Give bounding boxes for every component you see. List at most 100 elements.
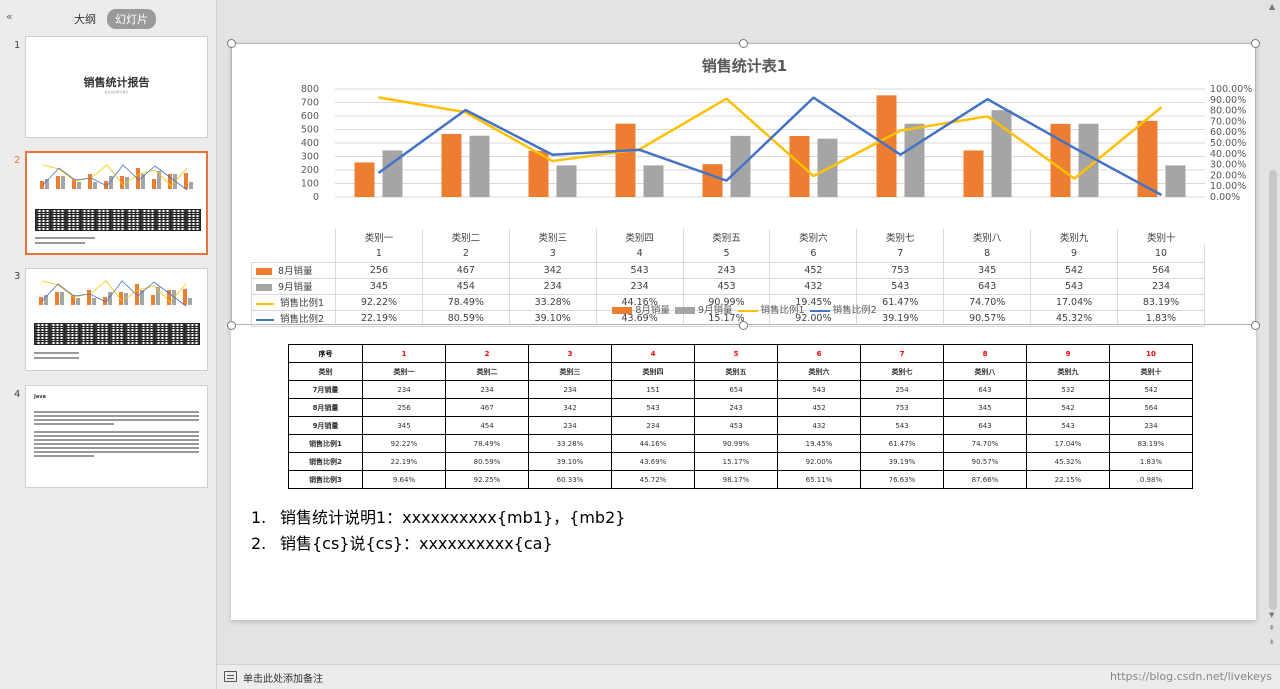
table-cell[interactable]: 78.49% xyxy=(445,434,529,453)
notes-bar[interactable]: 单击此处添加备注 https://blog.csdn.net/livekeys xyxy=(217,664,1280,689)
table-cell[interactable]: 74.70% xyxy=(943,434,1027,453)
table-cell[interactable]: 467 xyxy=(445,398,529,417)
table-cell[interactable]: 543 xyxy=(1026,416,1110,435)
table-cell[interactable]: 643 xyxy=(943,416,1027,435)
table-cell[interactable]: 532 xyxy=(1026,380,1110,399)
table-cell[interactable]: 432 xyxy=(777,416,861,435)
table-cell[interactable]: 452 xyxy=(777,398,861,417)
table-cell[interactable]: 7 xyxy=(860,344,944,363)
table-cell[interactable]: 0.98% xyxy=(1109,470,1193,489)
table-cell[interactable]: 234 xyxy=(528,416,612,435)
prev-slide-icon[interactable]: ⇞ xyxy=(1269,624,1275,632)
table-cell[interactable]: 234 xyxy=(611,416,695,435)
table-cell[interactable]: 类别五 xyxy=(694,362,778,381)
slide-thumbnail-3[interactable] xyxy=(25,268,208,371)
table-cell[interactable]: 345 xyxy=(943,398,1027,417)
table-cell[interactable]: 类别六 xyxy=(777,362,861,381)
table-cell[interactable]: 254 xyxy=(860,380,944,399)
table-cell[interactable]: 类别十 xyxy=(1109,362,1193,381)
row-header-cell[interactable]: 8月销量 xyxy=(288,398,363,417)
tab-slides[interactable]: 幻灯片 xyxy=(107,9,156,29)
table-cell[interactable]: 234 xyxy=(445,380,529,399)
table-cell[interactable]: 453 xyxy=(694,416,778,435)
table-cell[interactable]: 234 xyxy=(528,380,612,399)
vertical-scrollbar[interactable]: ▲ ▼ ⇞ ⇟ xyxy=(1266,0,1280,664)
row-header-cell[interactable]: 9月销量 xyxy=(288,416,363,435)
row-header-cell[interactable]: 销售比例1 xyxy=(288,434,363,453)
slide-canvas[interactable]: 0 100 200 300 400 500 600 700 800 0.00% 10.00% 20.0… xyxy=(227,39,1260,620)
table-cell[interactable]: 90.57% xyxy=(943,452,1027,471)
table-cell[interactable]: 4 xyxy=(611,344,695,363)
sales-data-table[interactable]: 序号 1 2 3 4 5 6 7 8 9 10 类别 类别一 类别二 类别三 类别四 类别五 类别六 类别七 类别八类… xyxy=(288,344,1193,489)
row-header-cell[interactable]: 序号 xyxy=(288,344,363,363)
table-cell[interactable]: 类别一 xyxy=(362,362,446,381)
resize-handle[interactable] xyxy=(1251,39,1260,48)
table-cell[interactable]: 92.00% xyxy=(777,452,861,471)
table-cell[interactable]: 564 xyxy=(1109,398,1193,417)
scroll-up-icon[interactable]: ▲ xyxy=(1269,2,1276,11)
scrollbar-thumb[interactable] xyxy=(1269,170,1277,610)
table-cell[interactable]: 643 xyxy=(943,380,1027,399)
table-cell[interactable]: 2 xyxy=(445,344,529,363)
table-cell[interactable]: 80.59% xyxy=(445,452,529,471)
table-cell[interactable]: 39.19% xyxy=(860,452,944,471)
notes-placeholder[interactable]: 单击此处添加备注 xyxy=(243,674,323,685)
table-cell[interactable]: 98.17% xyxy=(694,470,778,489)
table-cell[interactable]: 454 xyxy=(445,416,529,435)
row-header-cell[interactable]: 类别 xyxy=(288,362,363,381)
table-cell[interactable]: 10 xyxy=(1109,344,1193,363)
table-cell[interactable]: 151 xyxy=(611,380,695,399)
table-cell[interactable]: 类别七 xyxy=(860,362,944,381)
table-cell[interactable]: 类别四 xyxy=(611,362,695,381)
table-cell[interactable]: 542 xyxy=(1109,380,1193,399)
table-cell[interactable]: 类别三 xyxy=(528,362,612,381)
table-cell[interactable]: 753 xyxy=(860,398,944,417)
slide-thumbnail-4[interactable]: Java xyxy=(25,385,208,488)
slide-thumbnail-1[interactable]: 销售统计报告 某企业的统计报表 xyxy=(25,36,208,138)
table-cell[interactable]: 15.17% xyxy=(694,452,778,471)
table-cell[interactable]: 542 xyxy=(1026,398,1110,417)
tab-outline[interactable]: 大纲 xyxy=(74,13,96,26)
table-cell[interactable]: 类别二 xyxy=(445,362,529,381)
table-cell[interactable]: 9.64% xyxy=(362,470,446,489)
table-cell[interactable]: 19.45% xyxy=(777,434,861,453)
table-cell[interactable]: 8 xyxy=(943,344,1027,363)
table-cell[interactable]: 345 xyxy=(362,416,446,435)
table-cell[interactable]: 243 xyxy=(694,398,778,417)
table-cell[interactable]: 3 xyxy=(528,344,612,363)
table-cell[interactable]: 61.47% xyxy=(860,434,944,453)
table-cell[interactable]: 543 xyxy=(860,416,944,435)
scroll-down-icon[interactable]: ▼ xyxy=(1269,611,1275,619)
table-cell[interactable]: 654 xyxy=(694,380,778,399)
table-cell[interactable]: 44.16% xyxy=(611,434,695,453)
table-cell[interactable]: 1.83% xyxy=(1109,452,1193,471)
table-cell[interactable]: 17.04% xyxy=(1026,434,1110,453)
table-cell[interactable]: 1 xyxy=(362,344,446,363)
table-cell[interactable]: 83.19% xyxy=(1109,434,1193,453)
resize-handle[interactable] xyxy=(227,321,236,330)
slide-notes-list[interactable]: 1. 销售统计说明1：xxxxxxxxxx{mb1}，{mb2} 2. 销售{cs}… xyxy=(251,505,625,557)
table-cell[interactable]: 92.25% xyxy=(445,470,529,489)
resize-handle[interactable] xyxy=(739,321,748,330)
table-cell[interactable]: 类别九 xyxy=(1026,362,1110,381)
next-slide-icon[interactable]: ⇟ xyxy=(1269,638,1275,646)
resize-handle[interactable] xyxy=(739,39,748,48)
table-cell[interactable]: 543 xyxy=(777,380,861,399)
table-cell[interactable]: 342 xyxy=(528,398,612,417)
table-cell[interactable]: 87.66% xyxy=(943,470,1027,489)
table-cell[interactable]: 39.10% xyxy=(528,452,612,471)
table-cell[interactable]: 6 xyxy=(777,344,861,363)
row-header-cell[interactable]: 销售比例2 xyxy=(288,452,363,471)
row-header-cell[interactable]: 销售比例3 xyxy=(288,470,363,489)
table-cell[interactable]: 45.32% xyxy=(1026,452,1110,471)
table-cell[interactable]: 60.33% xyxy=(528,470,612,489)
table-cell[interactable]: 33.28% xyxy=(528,434,612,453)
table-cell[interactable]: 65.11% xyxy=(777,470,861,489)
table-cell[interactable]: 256 xyxy=(362,398,446,417)
table-cell[interactable]: 234 xyxy=(1109,416,1193,435)
table-cell[interactable]: 45.72% xyxy=(611,470,695,489)
resize-handle[interactable] xyxy=(227,39,236,48)
table-cell[interactable]: 543 xyxy=(611,398,695,417)
slide-thumbnail-2[interactable] xyxy=(25,151,208,255)
resize-handle[interactable] xyxy=(1251,321,1260,330)
